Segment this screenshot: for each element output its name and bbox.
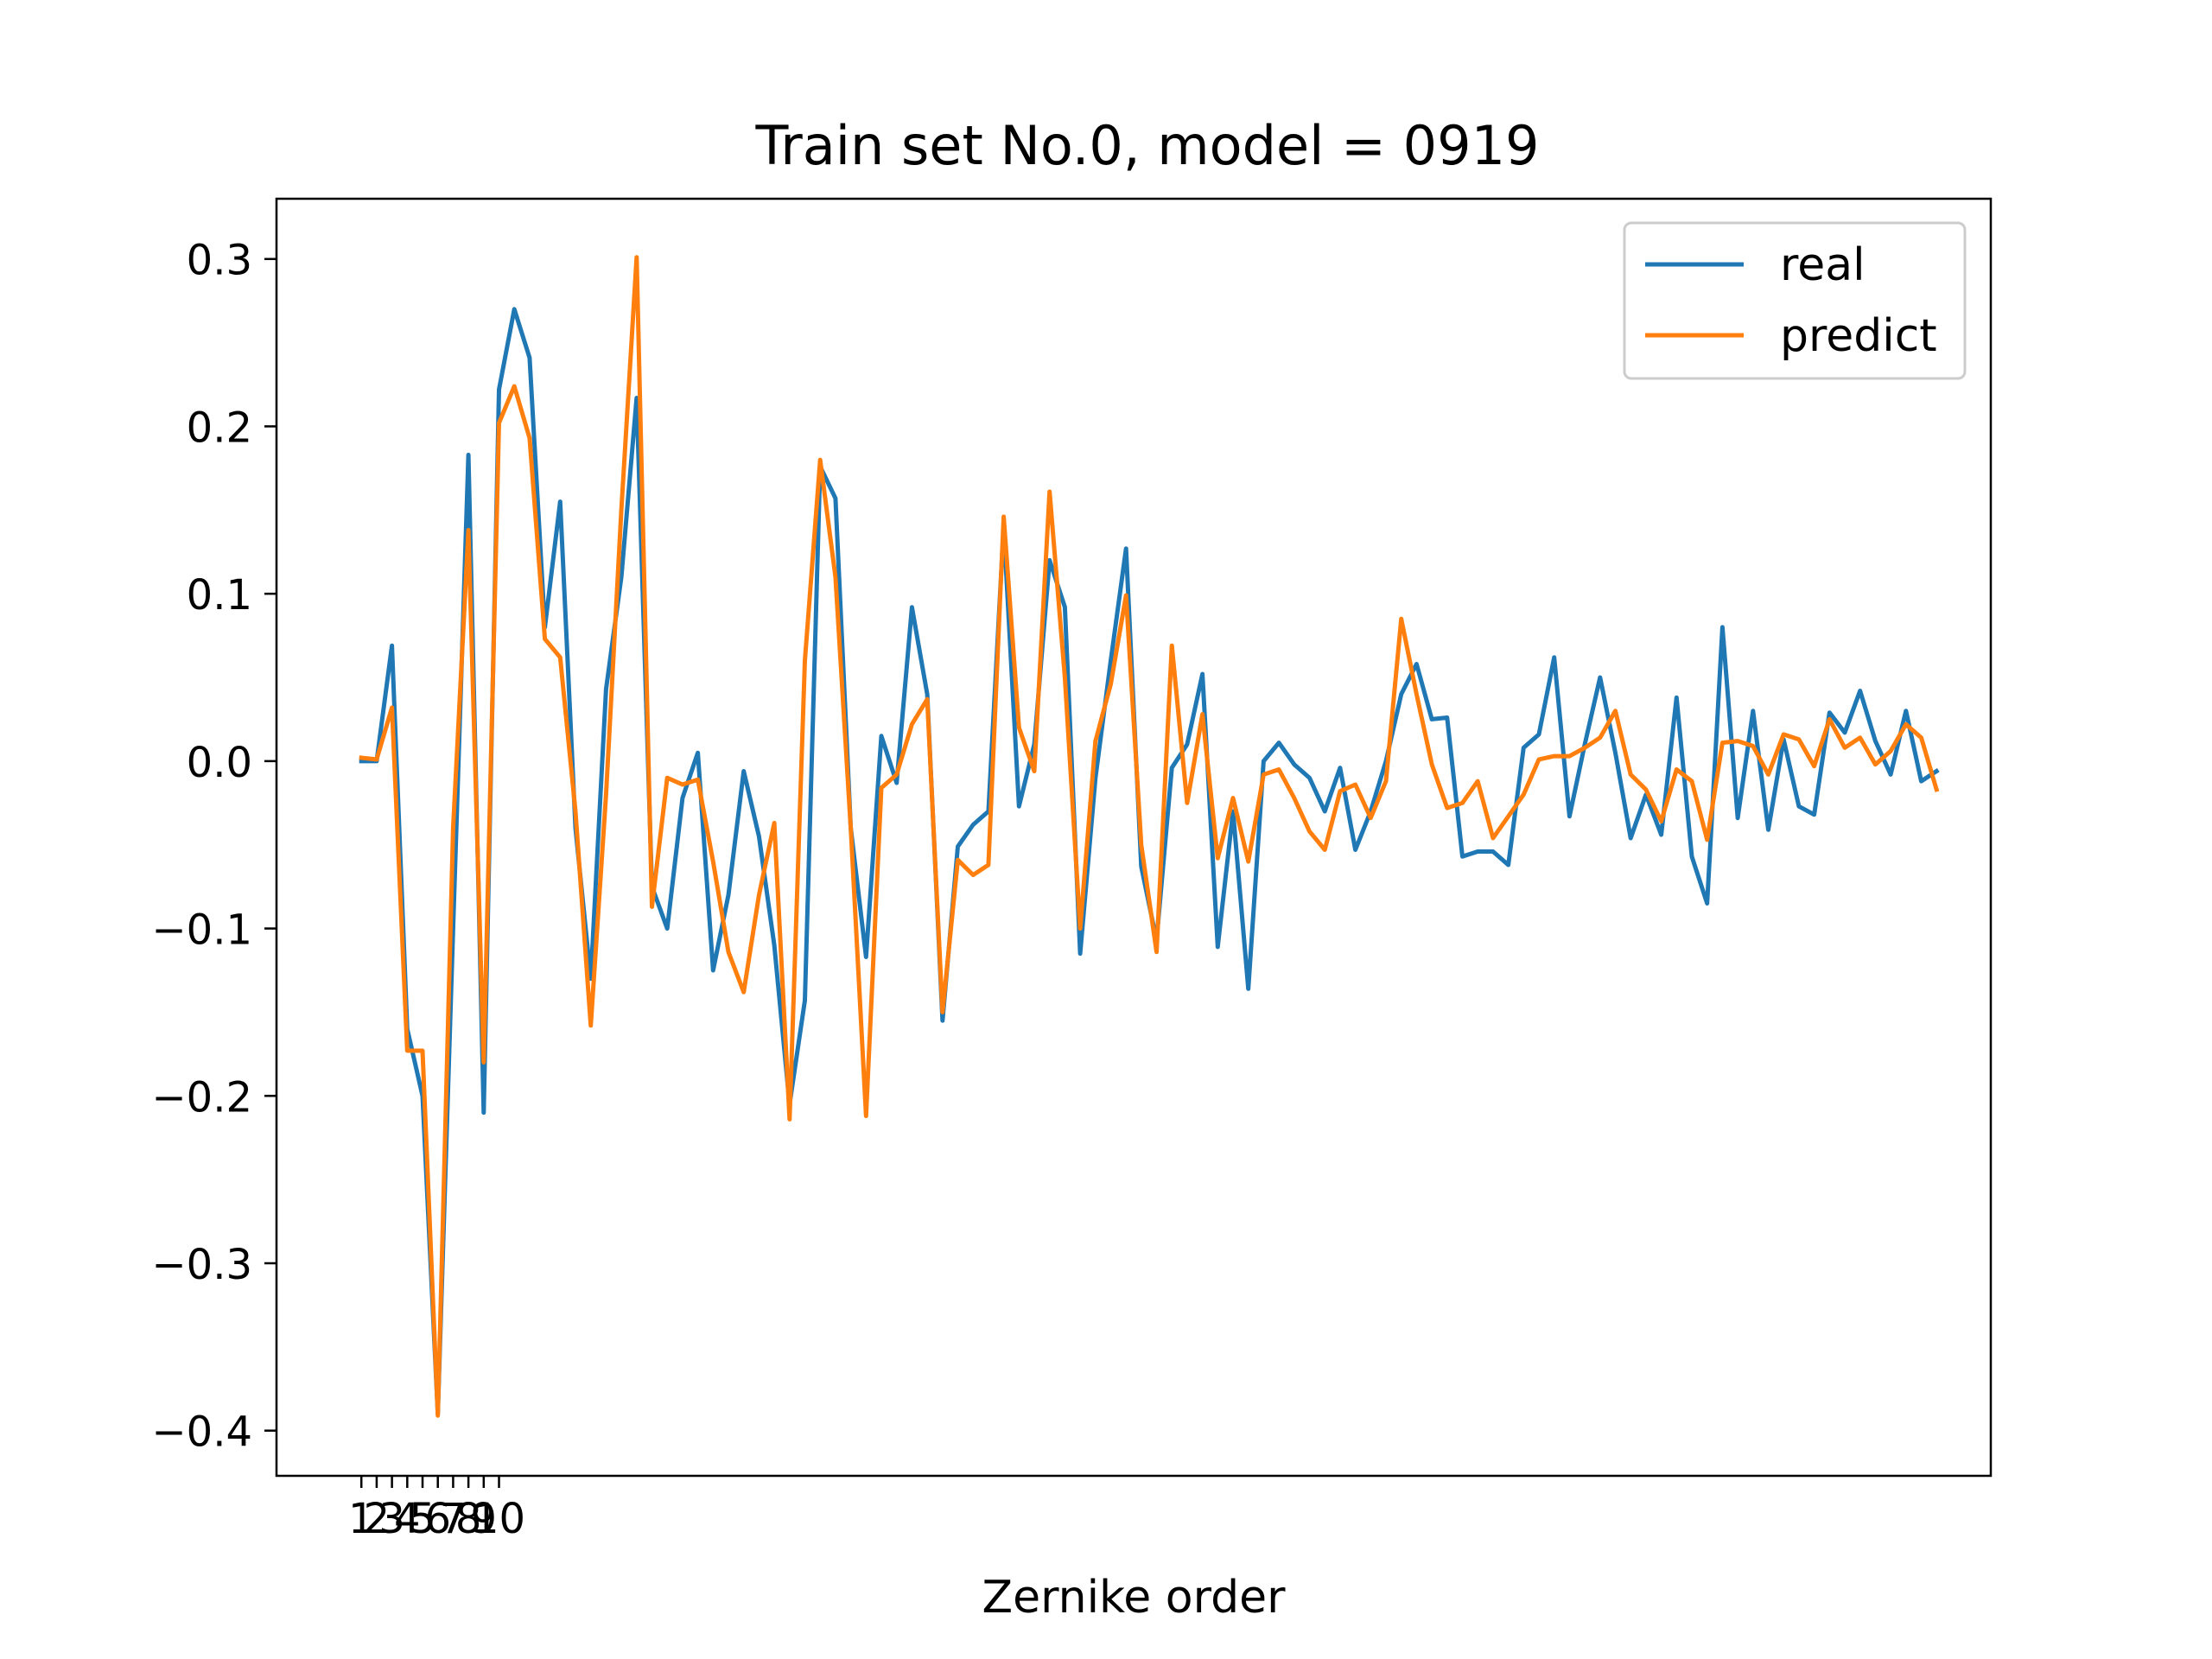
legend: real predict: [1623, 221, 1967, 380]
legend-label-predict: predict: [1780, 310, 1937, 362]
x-tick-label: 7: [440, 1495, 467, 1543]
x-tick-label: 2: [364, 1495, 391, 1543]
series-group: [359, 255, 1940, 1418]
x-tick-label: 5: [410, 1495, 436, 1543]
y-tick-label: 0.3: [187, 237, 252, 285]
y-tick-label: −0.2: [151, 1073, 252, 1122]
x-tick-label: 8: [455, 1495, 482, 1543]
series-line-predict: [359, 255, 1940, 1418]
y-tick-label: 0.1: [187, 571, 252, 620]
x-tick-label: 1: [348, 1495, 375, 1543]
plot-frame: [275, 197, 1993, 1478]
x-tick-label: 4: [394, 1495, 421, 1543]
y-tick-label: −0.3: [151, 1241, 252, 1289]
y-tick-label: 0.2: [187, 404, 252, 452]
y-tick-label: −0.1: [151, 906, 252, 955]
y-tick-label: −0.4: [151, 1408, 252, 1457]
x-tick-label: 6: [424, 1495, 451, 1543]
y-tick-label: 0.0: [187, 739, 252, 787]
x-tick-label: 10: [473, 1495, 525, 1543]
x-axis-label: Zernike order: [982, 1572, 1287, 1624]
legend-frame: [1623, 221, 1967, 380]
x-tick-label: 3: [378, 1495, 405, 1543]
legend-label-real: real: [1780, 239, 1866, 291]
chart-title: Train set No.0, model = 0919: [755, 114, 1540, 177]
x-tick-label: 9: [471, 1495, 498, 1543]
